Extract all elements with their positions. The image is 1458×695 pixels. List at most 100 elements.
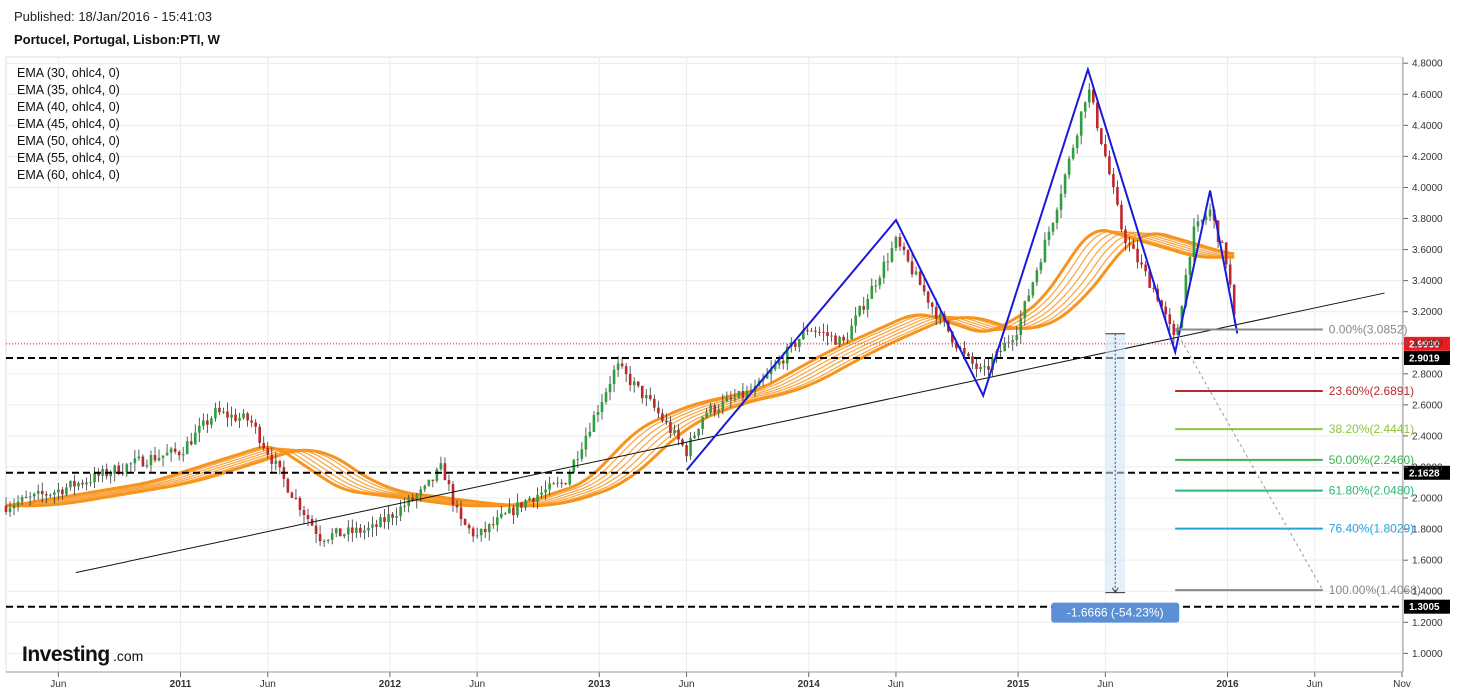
candle-body	[1035, 270, 1039, 283]
candle	[363, 525, 366, 540]
candle	[657, 400, 660, 419]
candle	[733, 388, 737, 402]
candle-body	[399, 506, 402, 517]
candle	[713, 403, 717, 417]
candle	[133, 449, 137, 472]
candle	[665, 413, 668, 425]
candle-body	[451, 484, 455, 506]
candle	[653, 394, 656, 412]
candle-body	[701, 417, 704, 429]
candle	[4, 497, 8, 515]
candle-body	[363, 530, 366, 533]
candle-body	[1108, 156, 1111, 175]
candle	[1220, 239, 1224, 243]
candle-body	[262, 443, 266, 448]
candle-body	[391, 514, 394, 518]
candle	[862, 296, 866, 315]
candle-body	[512, 507, 515, 516]
candle-body	[1067, 158, 1071, 175]
y-tick-label: 4.4000	[1412, 121, 1443, 132]
candle	[560, 479, 564, 488]
candle	[1003, 337, 1006, 352]
candle-body	[346, 527, 350, 535]
candle	[1140, 254, 1143, 269]
candle-body	[77, 482, 80, 487]
candle	[669, 416, 672, 439]
candle-body	[1160, 300, 1164, 307]
candle-body	[479, 528, 483, 536]
candle	[999, 343, 1002, 359]
candle	[149, 450, 153, 472]
candle-body	[1116, 187, 1119, 205]
legend-entry-ema: EMA (60, ohlc4, 0)	[17, 168, 120, 182]
candle-body	[1148, 271, 1151, 288]
x-tick-label: 2015	[1007, 679, 1030, 690]
candle-body	[850, 325, 853, 340]
candle-body	[1071, 148, 1075, 159]
candle-body	[463, 519, 467, 525]
candle-body	[455, 505, 459, 508]
candle-body	[1232, 284, 1236, 315]
candle-body	[387, 514, 390, 523]
candle	[540, 486, 543, 499]
ema-line-7	[6, 232, 1235, 508]
candle-body	[270, 454, 274, 464]
candle-body	[810, 330, 813, 332]
candle	[685, 442, 688, 463]
candle-body	[938, 313, 942, 319]
candle	[391, 511, 394, 526]
legend-entry-ema: EMA (50, ohlc4, 0)	[17, 134, 120, 148]
candle-body	[318, 533, 322, 542]
candle-body	[1136, 248, 1139, 263]
candle	[145, 459, 149, 469]
candle-body	[16, 501, 20, 506]
fib-level-label: 0.00%(3.0852)	[1329, 323, 1408, 337]
candle	[1083, 101, 1087, 119]
candle	[1188, 256, 1192, 282]
candle	[592, 411, 596, 433]
candle-body	[8, 508, 12, 513]
candle-body	[266, 447, 270, 455]
candle-body	[886, 261, 890, 263]
candle-body	[955, 342, 958, 349]
candle	[926, 290, 930, 309]
candle	[1059, 184, 1063, 219]
candle-body	[975, 363, 978, 370]
candle-body	[28, 496, 32, 498]
candle	[24, 490, 28, 499]
candle-body	[898, 236, 902, 247]
candle-body	[798, 339, 801, 347]
candle	[830, 331, 833, 342]
candle-body	[206, 420, 209, 425]
candle	[500, 505, 503, 520]
candle	[624, 363, 628, 382]
candle	[1047, 226, 1051, 246]
candle-body	[1208, 209, 1212, 217]
candle	[640, 385, 644, 404]
candle-body	[926, 291, 930, 303]
fib-level-label: 50.00%(2.2460)	[1329, 453, 1414, 467]
candle-body	[359, 527, 362, 533]
candle-body	[181, 454, 185, 456]
candles	[4, 83, 1236, 547]
candle	[1108, 150, 1111, 176]
candle	[677, 424, 680, 446]
candle-body	[459, 507, 463, 520]
candle	[1051, 221, 1055, 236]
candle-body	[802, 330, 805, 340]
candle	[866, 294, 870, 318]
legend-entry-ema: EMA (55, ohlc4, 0)	[17, 151, 120, 165]
candle	[906, 249, 910, 263]
candle	[193, 424, 197, 445]
candle-body	[242, 413, 245, 419]
candle-body	[1003, 342, 1006, 352]
candle	[32, 492, 36, 502]
candle	[189, 432, 193, 446]
candle-body	[48, 494, 52, 496]
candle	[459, 500, 463, 526]
candle-body	[89, 482, 92, 484]
candle	[810, 327, 813, 332]
candle	[286, 477, 290, 494]
candle-body	[1075, 135, 1079, 149]
